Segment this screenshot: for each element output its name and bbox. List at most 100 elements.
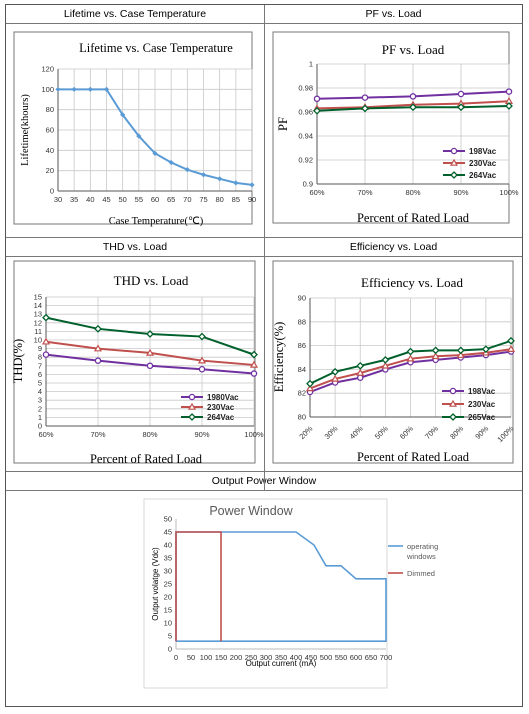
x-tick-label: 350 [275,653,288,662]
chart-title: Power Window [209,504,293,518]
y-tick-label: 20 [164,593,172,602]
x-axis-label: Percent of Rated Load [357,450,470,464]
x-tick-label: 100 [200,653,213,662]
thd-cell: 0 1 2 3 4 5 6 7 8 9 10 11 12 13 14 15 60% 70% 80% 90% 100% TH… [6,257,264,471]
data-point [431,352,440,360]
chart-title: THD vs. Load [114,273,189,288]
x-tick-label: 400 [290,653,303,662]
pf-chart: 0.9 0.92 0.94 0.96 0.98 1 60% 70% 80% 90% 100% PF v… [272,31,519,225]
data-point [94,324,102,333]
data-point [217,176,223,182]
legend-label: windows [406,552,436,561]
y-tick-label: 0 [38,422,42,431]
x-axis-label: Case Temperature(℃) [109,216,204,227]
data-point [87,86,93,92]
data-point [306,379,314,388]
data-point [331,367,340,376]
y-tick-label: 0.94 [298,132,313,141]
data-point [250,350,258,359]
data-point [152,150,158,156]
y-tick-label: 9 [38,344,42,353]
legend-label: 264Vac [207,413,235,422]
lifetime-cell: 0 20 40 60 80 100 120 30 35 40 45 50 55 60 65 70 75 80 85 9… [6,24,264,237]
y-tick-label: 0 [50,187,54,196]
data-point [249,360,259,368]
data-point [356,368,365,376]
data-point [456,350,465,358]
x-tick-label: 550 [335,653,348,662]
data-point [120,112,126,118]
y-tick-label: 60 [46,126,54,135]
header-thd: THD vs. Load [6,237,264,257]
data-point [357,374,364,381]
x-tick-label: 65 [167,195,175,204]
y-tick-label: 14 [34,301,42,310]
data-point [381,355,390,364]
legend-label: 230Vac [469,159,497,168]
data-point [103,86,110,92]
legend-label: 230Vac [207,403,235,412]
x-tick-label: 200 [230,653,243,662]
y-tick-label: 1 [309,60,313,69]
data-point [55,86,61,92]
data-point [409,103,417,112]
legend-label: operating [407,542,438,551]
data-point [406,347,415,356]
x-tick-label: 50 [118,195,126,204]
x-tick-label: 450 [305,653,318,662]
data-point [233,180,239,186]
y-tick-label: 45 [164,528,172,537]
power-window-cell: 0 5 10 15 20 25 30 35 40 45 50 0 50 100 150 200 250 300 35… [6,491,522,706]
x-tick-label: 70% [90,430,105,439]
data-point [313,106,321,115]
y-tick-label: 90 [298,294,306,303]
legend-label: Dimmed [407,569,435,578]
x-tick-label: 40 [86,195,94,204]
data-point [249,182,255,188]
x-tick-label: 300 [260,653,273,662]
data-point [198,332,206,341]
x-tick-label: 55 [135,195,143,204]
legend-marker [449,413,457,421]
data-point [198,365,206,373]
legend-marker [450,171,458,179]
lifetime-chart: 0 20 40 60 80 100 120 30 35 40 45 50 55 60 65 70 75 80 85 9… [13,31,256,227]
x-tick-label: 50 [187,653,195,662]
data-point [457,103,465,112]
data-point [356,361,365,370]
series-line [175,531,387,642]
y-tick-label: 10 [164,619,172,628]
data-point [361,94,369,101]
data-point [457,90,465,98]
x-tick-label: 90% [453,188,468,197]
y-tick-label: 15 [164,606,172,615]
divider [264,5,265,490]
y-tick-label: 0.98 [298,84,313,93]
y-tick-label: 6 [38,370,42,379]
data-point [200,172,207,178]
x-axis-label: Percent of Rated Load [357,211,470,225]
data-point [331,374,340,382]
y-tick-label: 100 [41,85,54,94]
header-efficiency: Efficiency vs. Load [265,237,522,257]
y-tick-label: 40 [46,146,54,155]
x-tick-label: 60% [38,430,53,439]
series-line [175,531,222,642]
y-tick-label: 80 [46,105,54,114]
data-point [456,346,465,355]
legend-label: 198Vac [468,387,496,396]
data-point [406,354,415,362]
legend-marker [188,413,196,421]
x-tick-label: 85 [232,195,240,204]
legend-label: 198Vac [469,147,497,156]
y-tick-label: 4 [38,387,42,396]
y-tick-label: 3 [38,396,42,405]
pf-cell: 0.9 0.92 0.94 0.96 0.98 1 60% 70% 80% 90% 100% PF v… [265,24,522,237]
data-point [313,95,321,103]
y-tick-label: 0.9 [303,180,313,189]
legend-marker [450,147,458,155]
data-point [505,102,513,110]
header-pf: PF vs. Load [265,5,522,24]
y-axis-label: Output volatge (Vdc) [151,547,160,621]
